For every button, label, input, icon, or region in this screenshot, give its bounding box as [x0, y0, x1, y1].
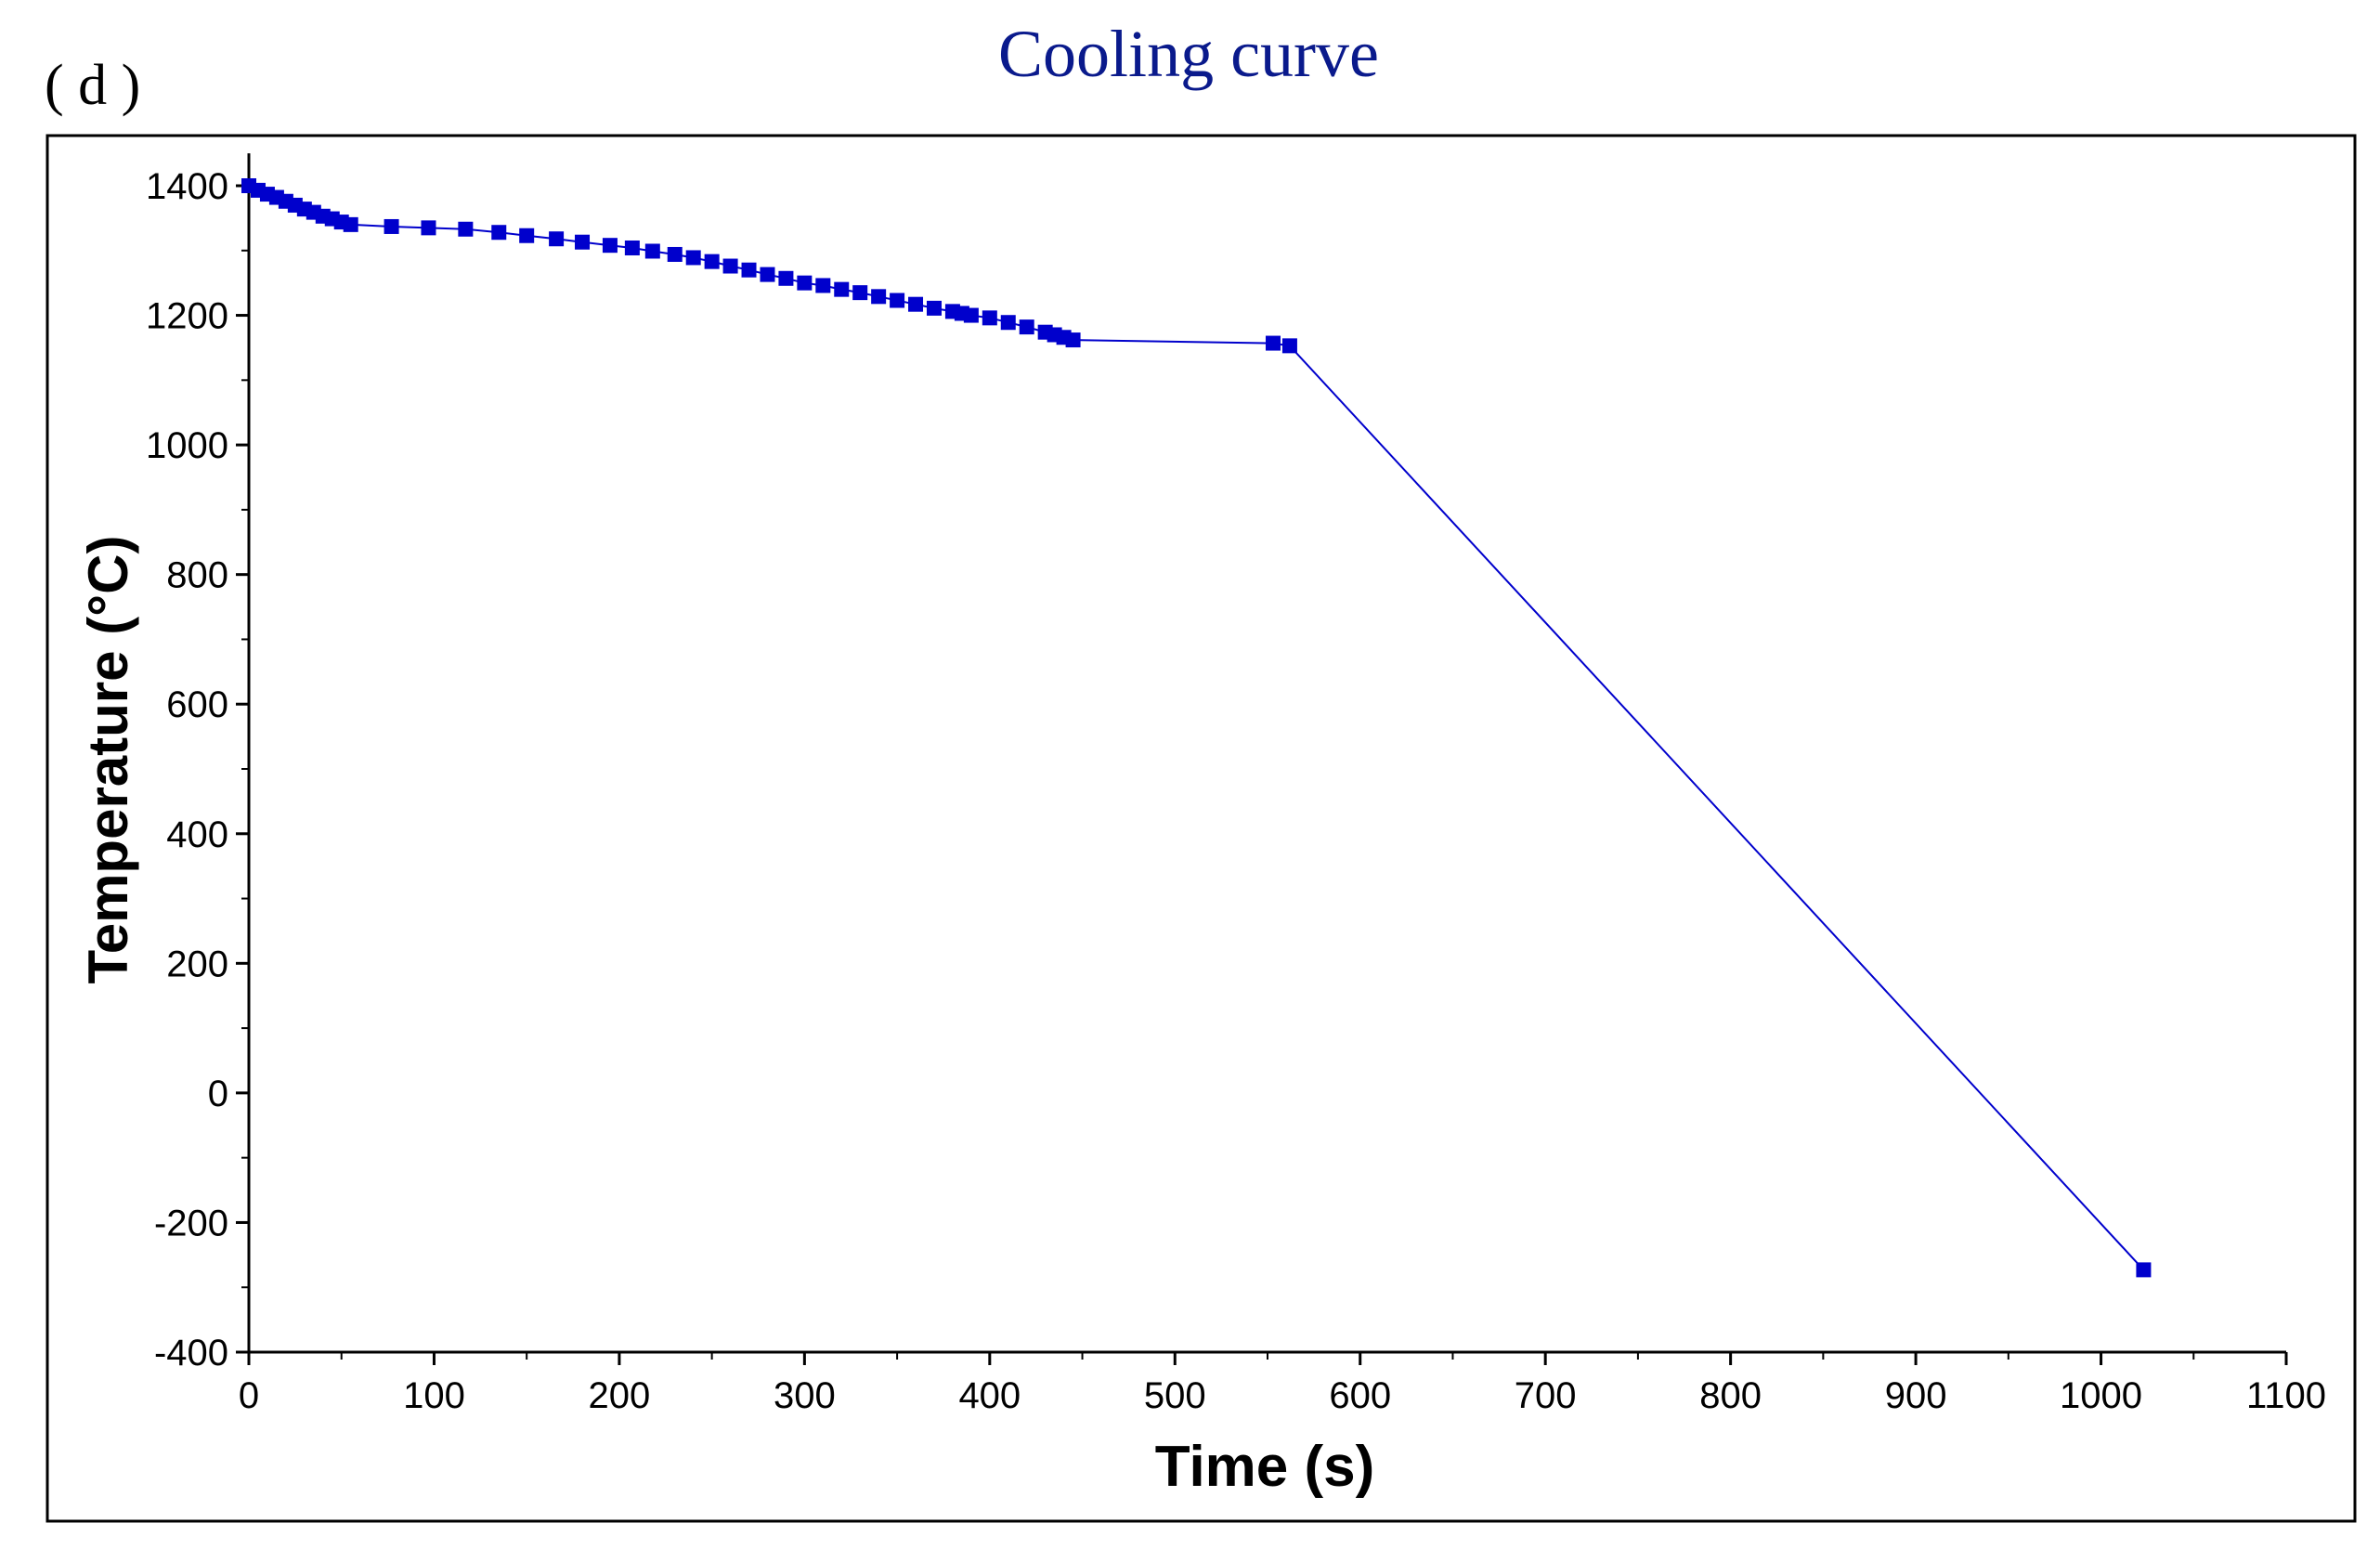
y-tick-label: 1200	[146, 296, 228, 337]
data-point-marker	[2136, 1262, 2152, 1278]
data-point-marker	[760, 267, 775, 282]
data-point-marker	[871, 289, 887, 305]
data-point-marker	[834, 281, 850, 297]
x-tick-label: 700	[1515, 1375, 1577, 1416]
x-tick-label: 100	[403, 1375, 465, 1416]
data-point-marker	[908, 296, 924, 312]
x-tick-label: 400	[958, 1375, 1021, 1416]
data-point-marker	[1000, 315, 1016, 331]
y-tick-label: 1000	[146, 425, 228, 466]
data-point-marker	[797, 275, 813, 291]
data-point-marker	[519, 228, 535, 243]
y-tick-label: 200	[166, 944, 228, 984]
plot-area	[241, 178, 2152, 1278]
x-axis-title: Time (s)	[1155, 1435, 1375, 1499]
y-axis: -400 -200 0 200 400 600 800 1000 1200 1400	[146, 153, 251, 1373]
x-axis: 0 100 200 300 400 500 600 700 800 900 1000 1100	[239, 1350, 2326, 1416]
data-point-marker	[1065, 332, 1081, 348]
x-tick-label: 900	[1885, 1375, 1947, 1416]
data-point-marker	[926, 300, 942, 316]
data-point-marker	[602, 238, 618, 254]
x-tick-label: 1100	[2246, 1375, 2326, 1416]
panel-label: ( d )	[45, 54, 140, 117]
y-tick-label: 400	[166, 814, 228, 855]
data-point-marker	[1265, 335, 1281, 351]
x-tick-label: 1000	[2060, 1375, 2142, 1416]
x-tick-label: 800	[1699, 1375, 1762, 1416]
data-point-marker	[667, 246, 683, 262]
data-point-marker	[343, 216, 358, 232]
y-tick-label: -200	[154, 1203, 228, 1243]
data-point-marker	[549, 231, 565, 247]
data-point-marker	[722, 258, 738, 274]
data-point-marker	[815, 278, 831, 293]
y-tick-label: 0	[208, 1074, 228, 1114]
data-point-marker	[982, 310, 997, 326]
y-axis-title: Temperature (°C)	[77, 536, 139, 984]
y-tick-label: 800	[166, 555, 228, 596]
x-tick-label: 500	[1144, 1375, 1206, 1416]
x-tick-label: 600	[1329, 1375, 1391, 1416]
data-point-marker	[852, 285, 868, 301]
data-point-marker	[778, 270, 794, 286]
x-tick-label: 300	[774, 1375, 836, 1416]
data-point-marker	[685, 250, 701, 266]
x-tick-label: 0	[239, 1375, 259, 1416]
data-point-marker	[624, 240, 640, 255]
y-tick-label: -400	[154, 1333, 228, 1373]
data-point-marker	[384, 218, 399, 234]
data-point-marker	[704, 254, 720, 269]
chart-title: Cooling curve	[998, 17, 1379, 91]
data-point-marker	[1019, 319, 1034, 335]
y-tick-label: 600	[166, 684, 228, 725]
chart-frame	[46, 134, 2357, 1523]
x-tick-label: 200	[589, 1375, 651, 1416]
data-point-marker	[963, 307, 979, 323]
data-point-marker	[644, 243, 660, 259]
data-point-marker	[421, 220, 436, 236]
data-point-marker	[741, 262, 757, 278]
data-point-marker	[1281, 338, 1297, 354]
data-point-marker	[890, 293, 905, 308]
data-point-marker	[575, 234, 591, 250]
data-point-marker	[458, 221, 474, 237]
data-point-marker	[491, 225, 507, 241]
y-tick-label: 1400	[146, 166, 228, 207]
